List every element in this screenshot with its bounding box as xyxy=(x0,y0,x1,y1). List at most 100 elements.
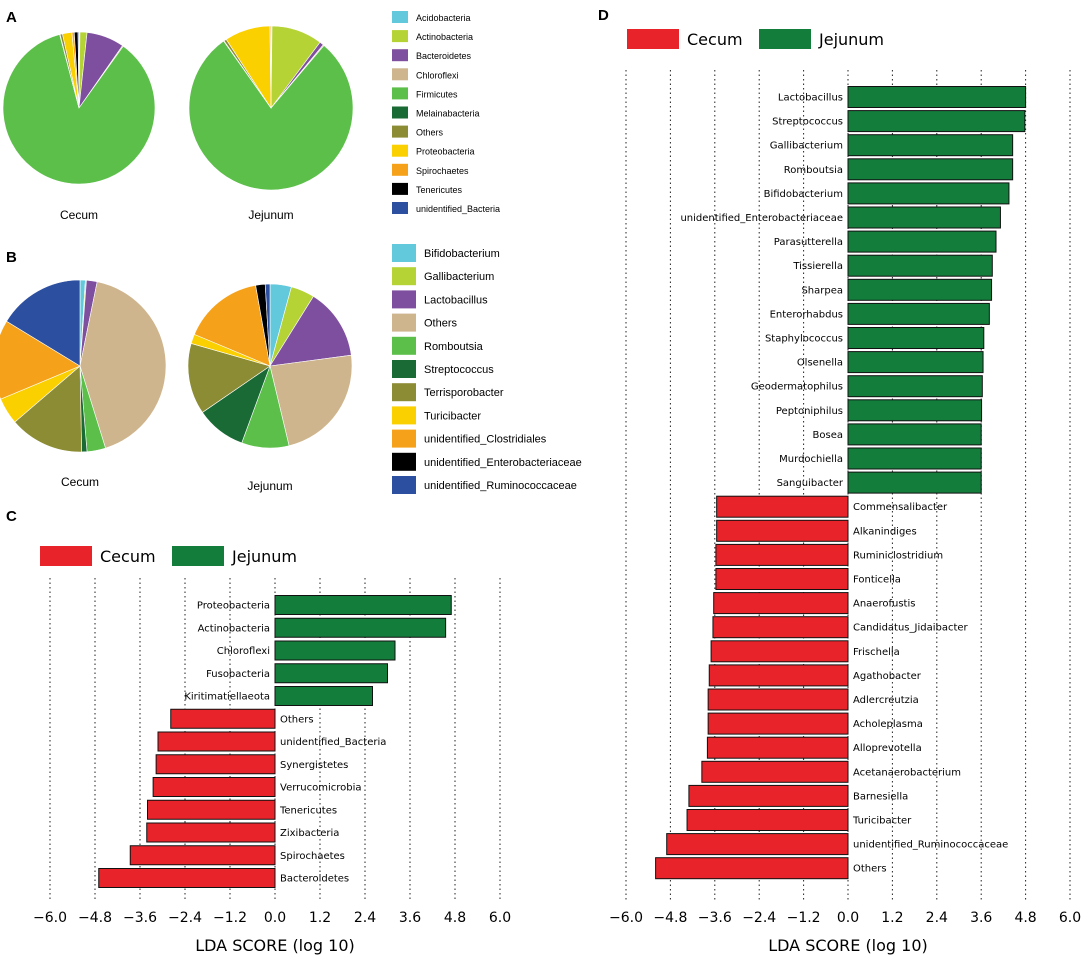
bar-label-c-bacteroidetes: Bacteroidetes xyxy=(280,874,349,885)
legend-label-actinobacteria: Actinobacteria xyxy=(416,32,473,42)
bar-label-d-others: Others xyxy=(853,864,887,875)
legend-label-melainabacteria: Melainabacteria xyxy=(416,109,480,119)
legend-swatch-chloroflexi xyxy=(392,68,408,81)
legend-swatch-firmicutes xyxy=(392,87,408,100)
bar-d-staphylococcus xyxy=(847,327,985,349)
legend-swatch-bacteroidetes xyxy=(392,49,408,62)
x-tick-d-9: 4.8 xyxy=(1014,910,1036,926)
legend-swatch-actinobacteria xyxy=(392,30,408,43)
pie-slice-0-cecum-firmicutes xyxy=(2,34,156,185)
x-axis-title-d: LDA SCORE (log 10) xyxy=(768,936,928,955)
bar-label-d-bifidobacterium: Bifidobacterium xyxy=(764,189,843,200)
bar-d-gallibacterium xyxy=(847,134,1014,157)
legend-label-tenericutes: Tenericutes xyxy=(416,185,463,195)
bar-label-d-acholeplasma: Acholeplasma xyxy=(853,719,923,730)
pie-slice-1-jejunum-others xyxy=(269,354,353,447)
bar-c-verrucomicrobia xyxy=(152,777,276,797)
pie-label-cecum-a: Cecum xyxy=(60,208,98,222)
bar-label-d-geodermatophilus: Geodermatophilus xyxy=(751,382,843,393)
bar-label-c-zixibacteria: Zixibacteria xyxy=(280,828,339,839)
bar-label-c-others: Others xyxy=(280,714,314,725)
bar-label-d-commensalibacter: Commensalibacter xyxy=(853,502,948,513)
bar-label-c-tenericutes: Tenericutes xyxy=(279,805,337,816)
legend-label-bacteroidetes: Bacteroidetes xyxy=(416,51,472,61)
legend-swatch-proteobacteria xyxy=(392,144,408,157)
bar-label-d-parasutterella: Parasutterella xyxy=(774,237,843,248)
legend-label-firmicutes: Firmicutes xyxy=(416,89,458,99)
bar-label-d-fonticella: Fonticella xyxy=(853,575,901,586)
pie-label-jejunum-b: Jejunum xyxy=(247,479,292,493)
legend-label-acidobacteria: Acidobacteria xyxy=(416,13,471,23)
bar-label-d-candidatus-jidaibacter: Candidatus_Jidaibacter xyxy=(853,623,969,634)
lda-legend-swatch-cecum-d xyxy=(627,29,679,49)
legend-swatch-spirochaetes xyxy=(392,163,408,176)
bar-d-sharpea xyxy=(847,278,993,301)
x-tick-d-1: −4.8 xyxy=(653,910,687,926)
bar-c-bacteroidetes xyxy=(98,868,276,888)
pie-label-jejunum-a: Jejunum xyxy=(248,208,293,222)
bar-d-unidentified-enterobacteriaceae xyxy=(847,206,1001,229)
x-tick-c-1: −4.8 xyxy=(78,910,112,926)
legend-swatch-gallibacterium xyxy=(392,267,416,286)
legend-swatch-melainabacteria xyxy=(392,106,408,119)
legend-swatch-tenericutes xyxy=(392,182,408,195)
bar-c-actinobacteria xyxy=(274,617,447,638)
bar-c-kiritimatiellaeota xyxy=(274,686,373,706)
bar-label-c-actinobacteria: Actinobacteria xyxy=(198,623,270,634)
legend-swatch-bifidobacterium xyxy=(392,244,416,262)
bar-label-d-anaerofustis: Anaerofustis xyxy=(853,599,915,610)
bar-label-d-enterorhabdus: Enterorhabdus xyxy=(770,309,843,320)
bar-d-agathobacter xyxy=(708,664,849,687)
legend-swatch-others xyxy=(392,125,408,138)
legend-swatch-unidentified-ruminococcaceae xyxy=(392,476,416,494)
bar-label-d-peptoniphilus: Peptoniphilus xyxy=(776,406,843,417)
pie-slice-1-cecum-others xyxy=(79,281,167,449)
bar-label-c-unidentified-bacteria: unidentified_Bacteria xyxy=(280,737,386,748)
bar-c-spirochaetes xyxy=(129,845,276,866)
x-tick-c-5: 0.0 xyxy=(264,910,286,926)
bar-d-commensalibacter xyxy=(716,495,849,518)
legend-label-proteobacteria: Proteobacteria xyxy=(416,147,475,157)
bar-d-olsenella xyxy=(847,351,984,374)
pie-slice-1-jejunum-terrisporobacter xyxy=(187,343,271,413)
x-tick-d-3: −2.4 xyxy=(742,910,776,926)
legend-label-bifidobacterium: Bifidobacterium xyxy=(424,248,500,260)
bar-label-d-turicibacter: Turicibacter xyxy=(852,816,912,827)
x-tick-d-5: 0.0 xyxy=(837,910,859,926)
legend-swatch-turicibacter xyxy=(392,406,416,425)
bar-label-c-proteobacteria: Proteobacteria xyxy=(197,601,270,612)
pie-slice-1-cecum-terrisporobacter xyxy=(14,365,82,453)
x-tick-d-2: −3.6 xyxy=(698,910,732,926)
bar-d-candidatus-jidaibacter xyxy=(712,616,849,639)
bar-label-d-bosea: Bosea xyxy=(813,430,843,441)
bar-d-adlercreutzia xyxy=(707,688,849,711)
bar-label-d-sanguibacter: Sanguibacter xyxy=(777,478,844,489)
bar-d-alkanindiges xyxy=(716,519,849,542)
x-tick-c-6: 1.2 xyxy=(309,910,331,926)
legend-label-unidentified-bacteria: unidentified_Bacteria xyxy=(416,204,500,214)
bar-c-tenericutes xyxy=(147,799,276,820)
bar-label-d-lactobacillus: Lactobacillus xyxy=(778,93,843,104)
bar-label-c-chloroflexi: Chloroflexi xyxy=(217,646,270,657)
bar-label-c-verrucomicrobia: Verrucomicrobia xyxy=(280,783,362,794)
bar-label-d-barnesiella: Barnesiella xyxy=(853,791,908,802)
lda-legend-swatch-cecum-c xyxy=(40,546,92,566)
x-tick-c-2: −3.6 xyxy=(123,910,157,926)
bar-d-alloprevotella xyxy=(706,736,849,759)
legend-swatch-lactobacillus xyxy=(392,290,416,309)
bar-c-unidentified-bacteria xyxy=(157,731,276,752)
legend-label-romboutsia: Romboutsia xyxy=(424,341,484,353)
legend-label-unidentified-enterobacteriaceae: unidentified_Enterobacteriaceae xyxy=(424,457,582,469)
legend-label-others: Others xyxy=(424,318,458,330)
legend-label-others: Others xyxy=(416,128,444,138)
legend-swatch-unidentified-bacteria xyxy=(392,202,408,214)
x-tick-d-6: 1.2 xyxy=(881,910,903,926)
lda-legend-label-jejunum-c: Jejunum xyxy=(231,547,297,566)
x-tick-c-9: 4.8 xyxy=(444,910,466,926)
bar-label-d-acetanaerobacterium: Acetanaerobacterium xyxy=(853,767,961,778)
bar-d-others xyxy=(655,857,849,880)
panel-letter-d: D xyxy=(598,7,609,24)
bar-label-c-spirochaetes: Spirochaetes xyxy=(280,851,345,862)
lda-legend-swatch-jejunum-d xyxy=(759,29,811,49)
